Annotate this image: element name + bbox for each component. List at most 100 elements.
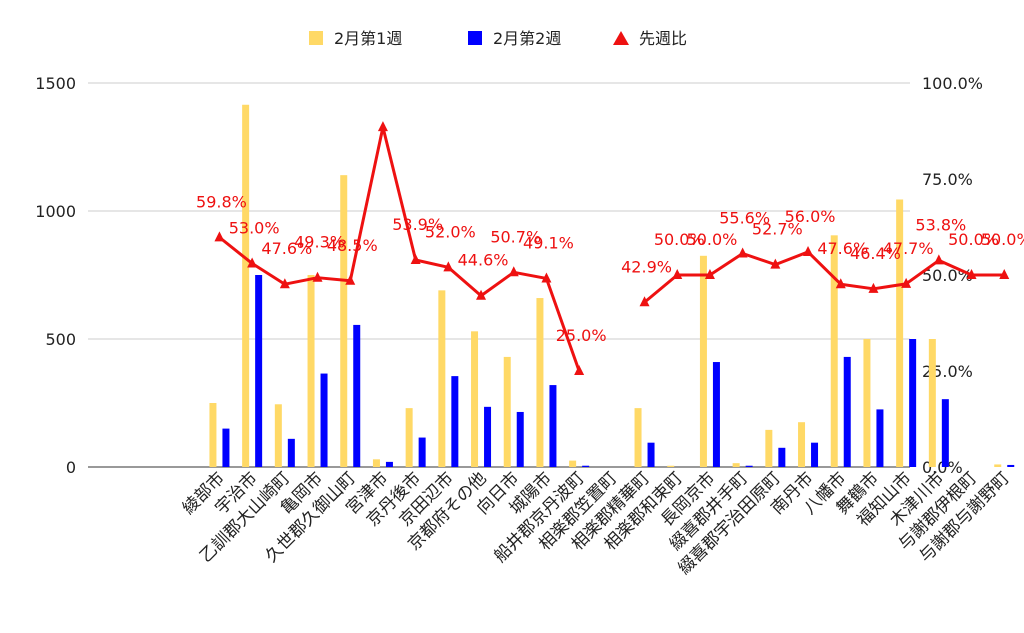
ratio-marker <box>835 278 846 289</box>
bar-week2 <box>418 437 426 467</box>
ratio-data-label: 59.8% <box>196 192 247 211</box>
bar-week1 <box>765 429 773 467</box>
left-tick-label: 1000 <box>35 202 76 221</box>
ratio-data-label: 50.0% <box>687 230 738 249</box>
legend-label-week2: 2月第2週 <box>493 29 561 48</box>
legend: 2月第1週 2月第2週 先週比 <box>309 29 687 48</box>
bar-week2 <box>255 275 263 467</box>
bar-week1 <box>438 290 446 467</box>
ratio-data-label: 52.7% <box>752 220 803 239</box>
ratio-data-label: 48.5% <box>327 236 378 255</box>
bar-week1 <box>699 255 707 467</box>
ratio-marker <box>868 282 879 293</box>
bar-week1 <box>242 104 250 467</box>
bar-week1 <box>274 404 282 467</box>
ratio-marker <box>672 269 683 279</box>
left-axis-ticks: 0 500 1000 1500 <box>35 74 76 477</box>
bar-week1 <box>798 422 806 467</box>
bar-week1 <box>928 339 936 467</box>
ratio-marker <box>966 269 977 279</box>
ratio-marker <box>410 254 421 265</box>
legend-swatch-week1 <box>309 31 323 45</box>
bar-week2 <box>451 376 459 467</box>
bar-week1 <box>830 235 838 467</box>
ratio-marker <box>933 254 944 265</box>
ratio-marker <box>901 277 912 288</box>
ratio-data-label: 53.9% <box>392 215 443 234</box>
bar-week2 <box>941 399 949 467</box>
category-labels: 綾部市宇治市乙訓郡大山崎町亀岡市久世郡久御山町宮津市京丹後市京田辺市京都府その他… <box>179 468 1014 578</box>
ratio-marker <box>476 289 487 300</box>
ratio-marker <box>377 121 388 132</box>
bar-week1 <box>372 459 380 467</box>
ratio-data-label: 53.8% <box>915 215 966 234</box>
bar-week2 <box>843 356 851 467</box>
bar-week2 <box>222 428 230 467</box>
bar-week2 <box>549 385 557 467</box>
right-tick-label: 75.0% <box>922 170 973 189</box>
ratio-data-label: 52.0% <box>425 222 476 241</box>
ratio-data-label: 50.0% <box>981 230 1024 249</box>
bar-series <box>209 104 1015 468</box>
bar-week2 <box>712 362 720 467</box>
ratio-marker <box>247 257 258 268</box>
ratio-marker <box>345 274 356 285</box>
bar-week1 <box>994 464 1002 467</box>
bar-week1 <box>340 175 348 467</box>
ratio-line <box>643 250 1005 304</box>
ratio-data-label: 53.0% <box>229 218 280 237</box>
right-tick-label: 100.0% <box>922 74 983 93</box>
ratio-marker <box>999 269 1010 279</box>
ratio-data-label: 56.0% <box>785 207 836 226</box>
ratio-data-label: 46.4% <box>850 244 901 263</box>
bar-week2 <box>745 465 753 467</box>
bar-week1 <box>634 408 642 467</box>
ratio-marker <box>803 245 814 256</box>
ratio-data-label: 44.6% <box>458 251 509 270</box>
legend-label-ratio: 先週比 <box>639 29 687 48</box>
left-tick-label: 0 <box>66 458 76 477</box>
bar-week1 <box>569 460 577 467</box>
bar-week2 <box>1007 464 1015 467</box>
ratio-data-label: 55.6% <box>719 208 770 227</box>
bar-week2 <box>811 442 819 467</box>
bar-week2 <box>582 465 590 467</box>
ratio-marker <box>770 258 781 269</box>
left-tick-label: 1500 <box>35 74 76 93</box>
bar-week2 <box>287 438 295 467</box>
bar-week2 <box>353 324 361 467</box>
ratio-marker <box>639 296 650 307</box>
bar-week1 <box>405 408 413 467</box>
ratio-marker <box>737 247 748 258</box>
bar-week1 <box>536 298 544 467</box>
ratio-marker <box>574 365 585 375</box>
ratio-data-label: 49.1% <box>523 233 574 252</box>
ratio-marker <box>312 271 323 282</box>
bar-week1 <box>307 275 315 467</box>
bar-week1 <box>732 463 740 467</box>
bar-week1 <box>863 339 871 467</box>
ratio-marker <box>443 261 454 272</box>
ratio-data-label: 25.0% <box>556 326 607 345</box>
bar-week2 <box>909 339 917 467</box>
bar-week1 <box>896 199 904 468</box>
bar-week2 <box>320 373 328 467</box>
line-series: 59.8% 53.0% 47.6% 49.3%48.5% 53.9%52.0% 44.6%… <box>196 121 1024 375</box>
ratio-data-label: 42.9% <box>621 257 672 276</box>
ratio-line <box>218 125 581 372</box>
ratio-data-label: 49.3% <box>294 233 345 252</box>
gridlines <box>88 82 910 468</box>
legend-marker-ratio <box>613 31 629 45</box>
ratio-data-label: 47.6% <box>817 239 868 258</box>
ratio-marker <box>541 272 552 283</box>
bar-week2 <box>876 409 884 467</box>
bar-week1 <box>209 403 217 467</box>
bar-week2 <box>484 406 492 467</box>
ratio-marker <box>214 231 225 242</box>
ratio-marker <box>279 278 290 289</box>
bar-week2 <box>385 461 393 467</box>
legend-swatch-week2 <box>468 31 482 45</box>
bar-week2 <box>647 442 655 467</box>
ratio-marker <box>704 269 715 279</box>
bar-week2 <box>778 447 786 467</box>
